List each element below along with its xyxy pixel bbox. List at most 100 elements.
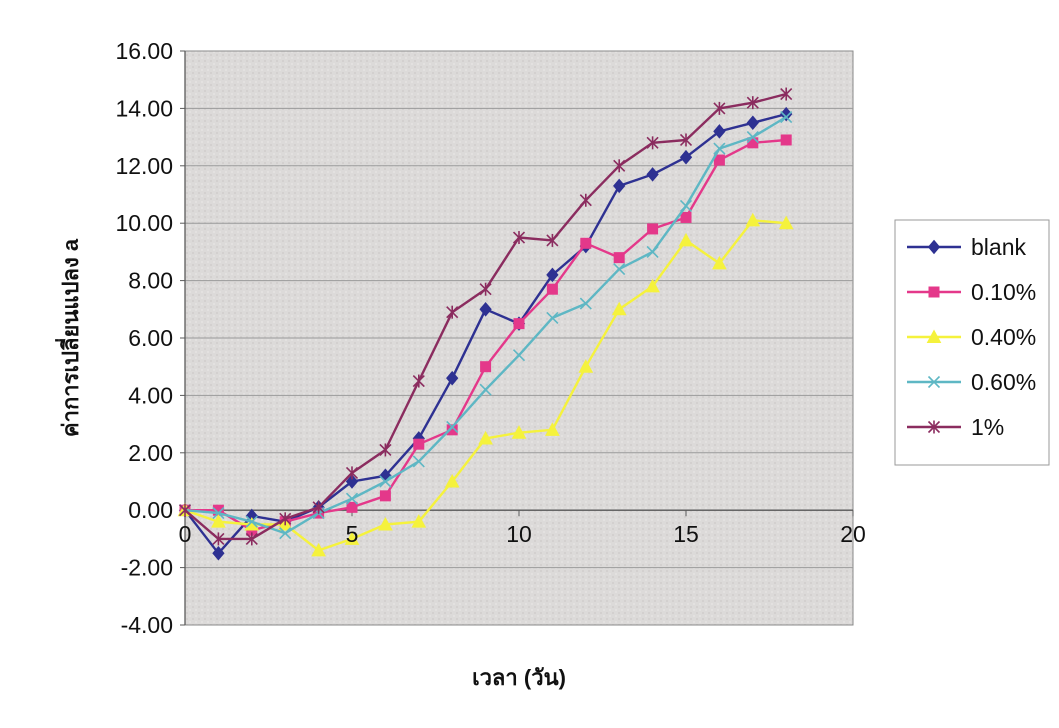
- data-point: [613, 178, 626, 194]
- data-point: [579, 297, 592, 310]
- data-point: [212, 545, 225, 561]
- data-point: [378, 517, 393, 531]
- data-point: [444, 473, 460, 488]
- data-point: [679, 199, 693, 213]
- y-tick-label: 8.00: [128, 268, 173, 294]
- x-tick-label: 5: [346, 521, 359, 547]
- data-point: [279, 512, 292, 526]
- marker-stroke: [412, 455, 425, 468]
- data-point: [579, 193, 592, 207]
- data-point: [680, 211, 692, 223]
- legend-item: 0.40%: [907, 324, 1036, 350]
- data-point: [412, 374, 425, 388]
- y-tick-label: 0.00: [128, 497, 173, 523]
- marker-stroke: [212, 507, 225, 520]
- x-tick-label: 20: [840, 521, 866, 547]
- data-point: [212, 532, 225, 546]
- data-point: [379, 443, 392, 457]
- legend-item: 1%: [907, 414, 1004, 440]
- legend-label: 0.60%: [971, 369, 1036, 395]
- data-point: [778, 215, 794, 230]
- y-tick-label: 2.00: [128, 440, 173, 466]
- marker-stroke: [646, 245, 659, 258]
- marker-stroke: [927, 375, 941, 389]
- y-tick-label: 10.00: [115, 210, 173, 236]
- data-point: [178, 503, 192, 517]
- marker-stroke: [479, 383, 492, 396]
- data-point: [546, 267, 559, 283]
- y-tick-label: 16.00: [115, 38, 173, 64]
- marker-stroke: [512, 349, 526, 362]
- series-4: [178, 110, 793, 540]
- legend: blank 0.10% 0.40% 0.60% 1%: [894, 219, 1050, 466]
- data-point: [279, 527, 292, 540]
- data-point: [613, 252, 625, 264]
- data-point: [713, 154, 725, 166]
- data-point: [546, 283, 558, 295]
- legend-item: 0.10%: [907, 279, 1036, 305]
- data-point: [446, 370, 459, 386]
- data-point: [646, 167, 659, 182]
- data-point: [479, 383, 492, 396]
- legend-swatch-marker: [927, 375, 941, 389]
- y-axis-label: ค่าการเปลี่ยนแปลง a: [54, 238, 83, 437]
- legend-label: 0.10%: [971, 279, 1036, 305]
- data-point: [580, 237, 592, 249]
- data-point: [446, 424, 458, 436]
- data-point: [346, 501, 358, 513]
- data-point: [679, 149, 693, 165]
- data-point: [312, 500, 325, 514]
- data-point: [611, 301, 627, 316]
- data-point: [478, 430, 493, 445]
- data-point: [311, 542, 326, 557]
- data-point: [245, 515, 258, 528]
- marker-stroke: [679, 199, 693, 213]
- marker-stroke: [780, 110, 793, 124]
- data-point: [646, 245, 659, 258]
- y-tick-label: 4.00: [128, 382, 173, 408]
- legend-label: 0.40%: [971, 324, 1036, 350]
- marker-stroke: [613, 263, 626, 276]
- data-point: [746, 96, 759, 110]
- data-point: [345, 466, 359, 480]
- legend-box: [894, 219, 1050, 466]
- marker-stroke: [245, 515, 258, 528]
- data-point: [344, 531, 360, 545]
- data-point: [412, 455, 425, 468]
- data-point: [713, 124, 726, 139]
- data-point: [613, 159, 626, 173]
- data-point: [479, 302, 492, 317]
- data-point: [546, 233, 559, 247]
- marker-stroke: [546, 311, 559, 324]
- data-point: [679, 133, 693, 147]
- data-point: [712, 255, 727, 270]
- data-point: [545, 422, 560, 436]
- legend-item: blank: [907, 234, 1026, 260]
- legend-swatch-marker: [927, 420, 941, 434]
- data-point: [379, 490, 391, 502]
- data-point: [546, 311, 559, 324]
- data-point: [411, 514, 427, 528]
- data-point: [613, 263, 626, 276]
- y-tick-label: 12.00: [115, 153, 173, 179]
- marker-stroke: [713, 142, 726, 155]
- data-point: [713, 142, 726, 155]
- data-point: [646, 136, 659, 150]
- legend-label: blank: [971, 234, 1026, 260]
- marker-stroke: [379, 475, 392, 488]
- y-tick-label: 6.00: [128, 325, 173, 351]
- data-point: [512, 349, 526, 362]
- marker-stroke: [746, 131, 759, 144]
- data-point: [479, 282, 492, 296]
- data-point: [713, 101, 726, 115]
- data-point: [413, 438, 425, 450]
- data-point: [245, 532, 258, 546]
- marker-stroke: [446, 420, 459, 434]
- legend-item: 0.60%: [907, 369, 1036, 395]
- data-point: [780, 110, 793, 124]
- x-tick-label: 0: [179, 521, 192, 547]
- data-point: [345, 492, 359, 505]
- marker-stroke: [345, 492, 359, 505]
